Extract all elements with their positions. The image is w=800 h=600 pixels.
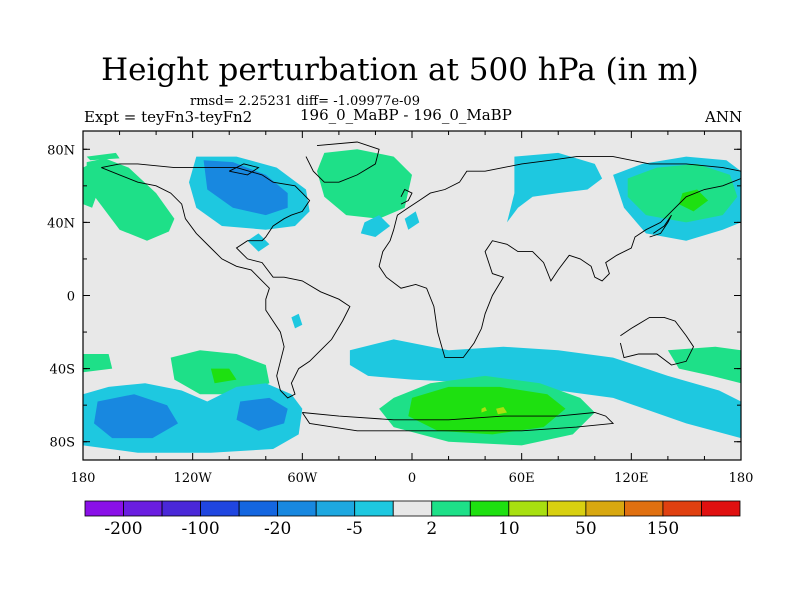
coastline-uk-outline bbox=[400, 188, 413, 205]
colorbar-box bbox=[624, 500, 664, 517]
stats-label: rmsd= 2.25231 diff= -1.09977e-09 bbox=[190, 94, 420, 109]
x-tick-label: 180 bbox=[729, 471, 754, 486]
contour-region-pacific-s-green-core bbox=[210, 368, 237, 384]
season-label: ANN bbox=[705, 108, 743, 126]
contour-region-s-ocean-blue-mid bbox=[94, 394, 178, 439]
colorbar-box bbox=[585, 500, 625, 517]
colorbar-box bbox=[546, 500, 587, 517]
contour-region-caribbean-blue-2 bbox=[382, 343, 394, 354]
coastline-greenland-outline bbox=[305, 141, 380, 183]
colorbar-box bbox=[200, 500, 240, 517]
colorbar-label: -5 bbox=[346, 519, 363, 539]
case-label: 196_0_MaBP - 196_0_MaBP bbox=[300, 106, 512, 124]
colorbar-label: -20 bbox=[264, 519, 291, 539]
coastline-americas-outline bbox=[101, 163, 351, 399]
contour-region-n-atlantic-blue-patch2 bbox=[404, 211, 420, 230]
contour-region-s-pacific-green-right bbox=[667, 346, 741, 384]
colorbar-box bbox=[315, 500, 356, 517]
x-tick-label: 60E bbox=[509, 471, 535, 486]
colorbar-box bbox=[701, 500, 741, 517]
colorbar-box bbox=[354, 500, 394, 517]
coastline-antarctica-outline bbox=[301, 412, 615, 432]
x-tick-label: 120E bbox=[614, 471, 648, 486]
x-tick-label: 60W bbox=[287, 471, 318, 486]
colorbar-box bbox=[238, 500, 279, 517]
colorbar-box bbox=[392, 500, 433, 517]
colorbar-box bbox=[469, 500, 510, 517]
coastline-greenland-islands bbox=[228, 163, 260, 176]
colorbar-label: 150 bbox=[647, 519, 679, 539]
y-tick-label: 40N bbox=[47, 216, 75, 231]
colorbar-label: 10 bbox=[498, 519, 520, 539]
contour-region-n-africa-blue bbox=[247, 233, 270, 252]
experiment-label: Expt = teyFn3-teyFn2 bbox=[84, 108, 253, 126]
colorbar-box bbox=[84, 500, 124, 517]
contour-region-pacific-n-green-left bbox=[83, 160, 102, 208]
colorbar-label: 2 bbox=[426, 519, 437, 539]
contour-region-n-atlantic-green bbox=[317, 149, 412, 219]
y-tick-label: 40S bbox=[50, 363, 75, 378]
colorbar-label: -200 bbox=[104, 519, 142, 539]
x-tick-label: 180 bbox=[71, 471, 96, 486]
coastline-australia-outline bbox=[619, 316, 695, 366]
contour-region-s-yellow-dot-2 bbox=[481, 407, 487, 413]
contour-region-far-left-green bbox=[83, 354, 113, 373]
contour-region-eurasia-blue-west bbox=[507, 152, 603, 223]
chart-title: Height perturbation at 500 hPa (in m) bbox=[101, 52, 699, 88]
colorbar-box bbox=[431, 500, 471, 517]
coastline-eurasia-africa-outline bbox=[378, 156, 741, 359]
y-tick-label: 0 bbox=[67, 290, 75, 305]
contour-region-pacific-n-green bbox=[86, 158, 175, 241]
x-tick-label: 120W bbox=[174, 471, 213, 486]
colorbar-label: 50 bbox=[575, 519, 597, 539]
y-tick-label: 80S bbox=[50, 436, 75, 451]
colorbar-box bbox=[662, 500, 702, 517]
colorbar-box bbox=[123, 500, 163, 517]
contour-region-n-america-blue-mid bbox=[203, 160, 288, 216]
coastline-japan-outline bbox=[649, 214, 672, 238]
y-tick-label: 80N bbox=[47, 143, 75, 158]
colorbar-box bbox=[277, 500, 317, 517]
contour-region-s-yellow-dot bbox=[496, 407, 507, 415]
contour-region-s-ocean-blue-mid-2 bbox=[236, 397, 288, 431]
x-tick-label: 0 bbox=[408, 471, 416, 486]
colorbar-label: -100 bbox=[181, 519, 219, 539]
contour-region-bering-green bbox=[86, 152, 120, 161]
contour-region-siberia-green-core bbox=[678, 189, 709, 212]
contour-region-n-atlantic-blue-patch1 bbox=[360, 215, 391, 237]
contour-region-s-green-inner bbox=[408, 386, 566, 435]
contour-region-caribbean-blue-1 bbox=[291, 313, 303, 329]
colorbar-box bbox=[508, 500, 548, 517]
colorbar-box bbox=[161, 500, 201, 517]
